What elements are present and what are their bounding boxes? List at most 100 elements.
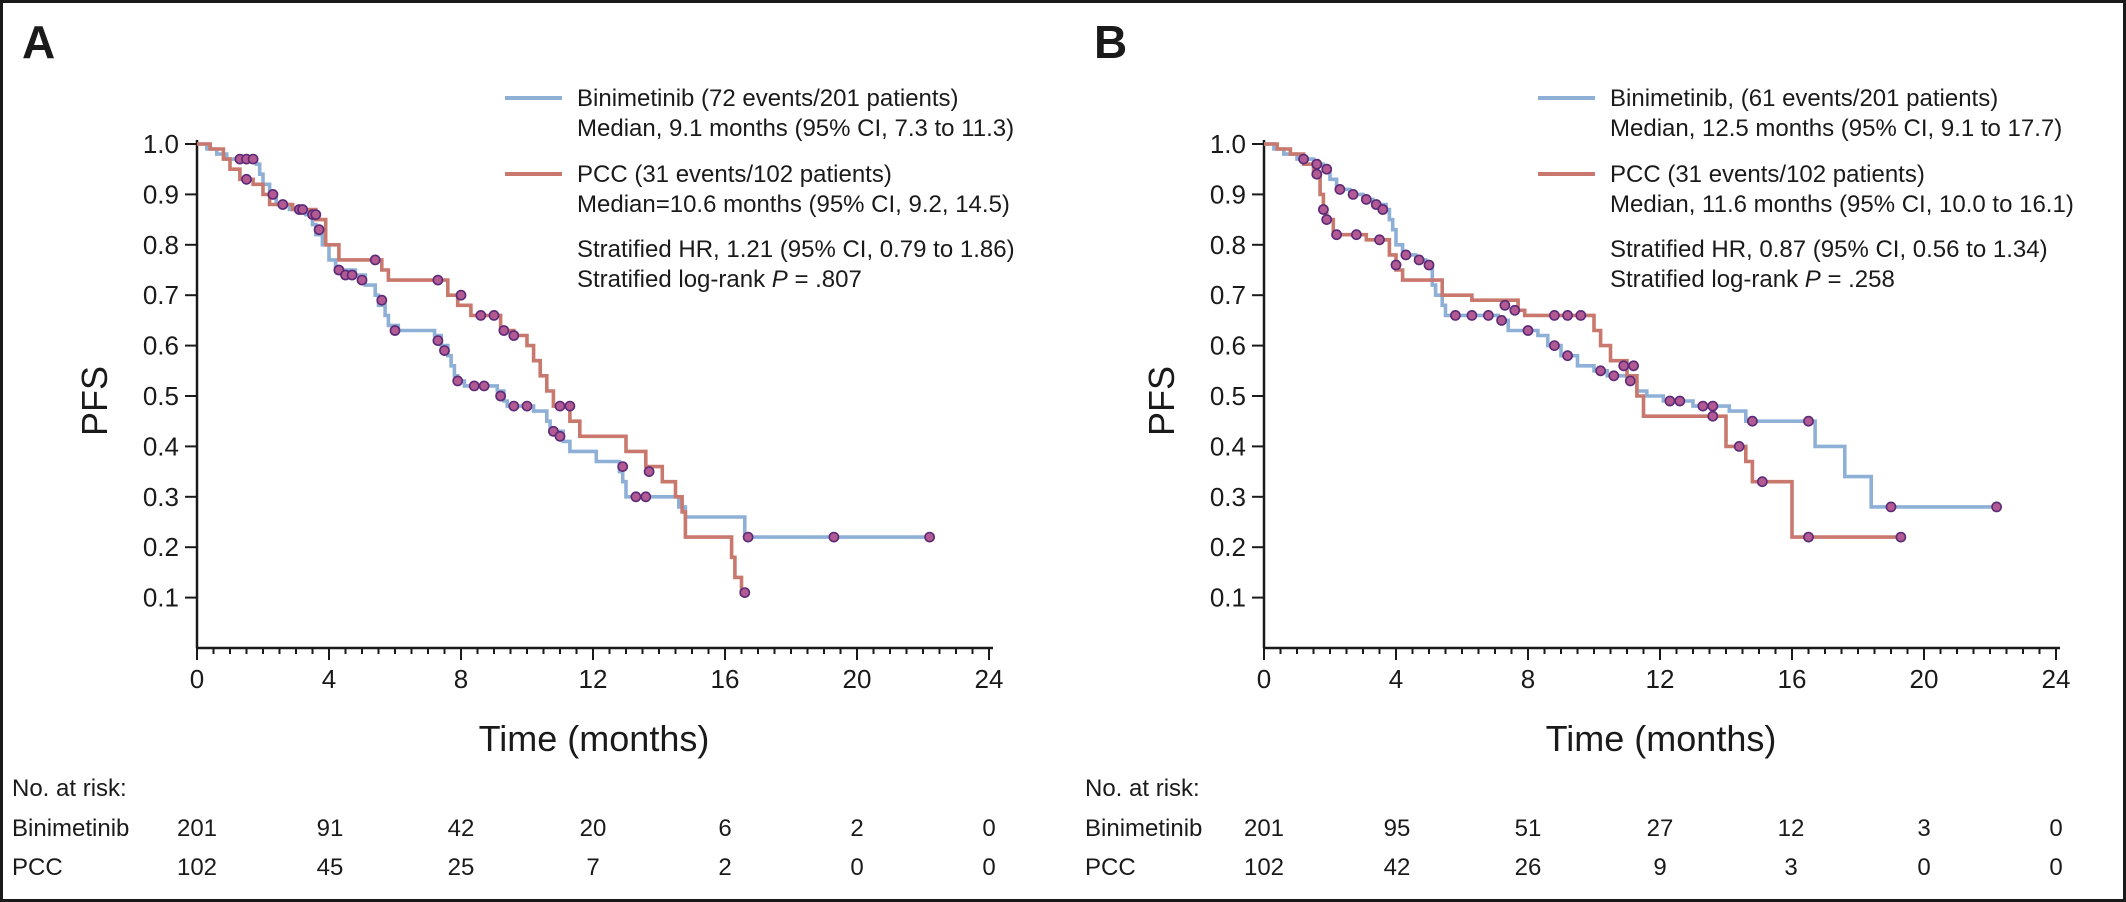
censor-mark-binimetinib bbox=[640, 491, 652, 503]
censor-mark-pcc bbox=[369, 254, 381, 266]
legend-logrank: Stratified log-rank P = .807 bbox=[577, 266, 862, 293]
risk-count: 12 bbox=[1778, 815, 1805, 842]
risk-count: 2 bbox=[718, 854, 731, 881]
risk-row-label-binimetinib: Binimetinib bbox=[1085, 815, 1202, 842]
censor-mark-binimetinib bbox=[1747, 415, 1758, 427]
censor-mark-pcc bbox=[1628, 360, 1639, 372]
y-tick-label: 0.7 bbox=[143, 280, 179, 310]
censor-mark-binimetinib bbox=[1450, 309, 1461, 321]
censor-mark-pcc bbox=[475, 309, 487, 321]
risk-count: 20 bbox=[580, 815, 607, 842]
censor-mark-binimetinib bbox=[1377, 204, 1389, 215]
risk-count: 42 bbox=[448, 815, 475, 842]
censor-mark-binimetinib bbox=[1334, 183, 1346, 195]
censor-mark-binimetinib bbox=[432, 335, 444, 346]
censor-mark-pcc bbox=[1575, 309, 1587, 321]
y-tick-label: 0.2 bbox=[1210, 532, 1246, 562]
censor-mark-binimetinib bbox=[247, 153, 259, 165]
y-tick-label: 1.0 bbox=[143, 129, 179, 159]
censor-mark-binimetinib bbox=[828, 531, 840, 543]
y-tick-label: 1.0 bbox=[1210, 129, 1246, 159]
risk-count: 0 bbox=[982, 815, 995, 842]
risk-count: 95 bbox=[1384, 815, 1411, 842]
risk-count: 51 bbox=[1515, 815, 1542, 842]
censor-mark-binimetinib bbox=[742, 531, 754, 543]
censor-mark-pcc bbox=[1390, 259, 1402, 271]
censor-mark-binimetinib bbox=[1466, 309, 1478, 321]
censor-mark-binimetinib bbox=[1483, 309, 1494, 321]
x-tick-label: 20 bbox=[1910, 664, 1939, 694]
y-tick-label: 0.1 bbox=[1210, 583, 1246, 613]
censor-mark-pcc bbox=[1618, 360, 1630, 372]
censor-mark-binimetinib bbox=[313, 224, 325, 236]
risk-count: 3 bbox=[1784, 854, 1797, 881]
censor-mark-pcc bbox=[1549, 309, 1560, 321]
censor-mark-binimetinib bbox=[439, 345, 450, 356]
censor-mark-pcc bbox=[1321, 214, 1333, 225]
censor-mark-binimetinib bbox=[1608, 370, 1620, 382]
legend-binimetinib-median: Median, 12.5 months (95% CI, 9.1 to 17.7… bbox=[1610, 115, 2062, 142]
panel-a-y-axis-title: PFS bbox=[74, 366, 115, 436]
censor-mark-pcc bbox=[1509, 304, 1521, 316]
censor-mark-binimetinib bbox=[468, 380, 480, 392]
censor-mark-pcc bbox=[432, 274, 444, 286]
risk-count: 9 bbox=[1653, 854, 1666, 881]
y-tick-label: 0.5 bbox=[1210, 381, 1246, 411]
censor-mark-binimetinib bbox=[1360, 193, 1372, 205]
logrank-value: = .807 bbox=[788, 266, 862, 293]
x-tick-label: 24 bbox=[2042, 664, 2071, 694]
panel-a-risk-table: No. at risk: Binimetinib PCC 201 91 42 20 6 2… bbox=[12, 775, 996, 881]
km-curve-binimetinib bbox=[1264, 142, 1997, 509]
panel-b-risk-table: No. at risk: Binimetinib PCC 201 95 51 27 12… bbox=[1085, 775, 2063, 881]
y-tick-label: 0.2 bbox=[143, 532, 179, 562]
risk-count: 6 bbox=[718, 815, 731, 842]
censor-mark-binimetinib bbox=[356, 274, 368, 286]
censor-mark-binimetinib bbox=[1707, 400, 1719, 412]
censor-mark-binimetinib bbox=[1674, 395, 1686, 407]
risk-count: 26 bbox=[1515, 854, 1542, 881]
logrank-prefix: Stratified log-rank bbox=[577, 266, 772, 293]
risk-count: 0 bbox=[982, 854, 995, 881]
y-tick-label: 0.9 bbox=[143, 179, 179, 209]
legend-pcc-label: PCC (31 events/102 patients) bbox=[1610, 161, 1925, 188]
censor-mark-pcc bbox=[297, 204, 308, 215]
censor-mark-pcc bbox=[1318, 204, 1329, 215]
censor-mark-binimetinib bbox=[1664, 395, 1676, 407]
y-tick-label: 0.9 bbox=[1210, 179, 1246, 209]
censor-mark-pcc bbox=[508, 330, 520, 341]
risk-count: 0 bbox=[2049, 854, 2062, 881]
censor-mark-pcc bbox=[241, 173, 252, 185]
logrank-prefix: Stratified log-rank bbox=[1610, 266, 1805, 293]
risk-count: 0 bbox=[2049, 815, 2062, 842]
censor-mark-binimetinib bbox=[1522, 325, 1534, 336]
censor-mark-pcc bbox=[1311, 168, 1323, 180]
y-tick-label: 0.3 bbox=[1210, 482, 1246, 512]
censor-mark-pcc bbox=[1756, 476, 1768, 488]
censor-mark-pcc bbox=[554, 400, 566, 412]
x-tick-label: 16 bbox=[1778, 664, 1807, 694]
censor-mark-pcc bbox=[1499, 299, 1511, 311]
censor-mark-binimetinib bbox=[1624, 375, 1636, 387]
risk-count: 25 bbox=[448, 854, 475, 881]
y-tick-label: 0.8 bbox=[143, 230, 179, 260]
risk-row-label-pcc: PCC bbox=[1085, 854, 1136, 881]
x-tick-label: 20 bbox=[843, 664, 872, 694]
y-tick-label: 0.4 bbox=[1210, 431, 1246, 461]
panel-a: A Binimetinib (72 events/201 patients) M… bbox=[12, 16, 1015, 881]
risk-count: 42 bbox=[1384, 854, 1411, 881]
risk-table-title: No. at risk: bbox=[12, 775, 127, 802]
censor-mark-binimetinib bbox=[1413, 254, 1425, 266]
censor-mark-pcc bbox=[455, 289, 467, 301]
panel-a-x-axis-title: Time (months) bbox=[479, 718, 710, 759]
censor-mark-pcc bbox=[564, 400, 576, 412]
censor-mark-binimetinib bbox=[1496, 314, 1507, 326]
panel-b-y-axis-title: PFS bbox=[1141, 366, 1182, 436]
panel-a-plot: 0 4 8 12 16 20 24 1.0 0.9 0.8 0.7 0.6 0.5 0.4 0.3 0.2 0.… bbox=[143, 129, 1004, 694]
censor-mark-binimetinib bbox=[1347, 188, 1359, 200]
censor-mark-binimetinib bbox=[1562, 350, 1573, 362]
risk-row-label-binimetinib: Binimetinib bbox=[12, 815, 129, 842]
y-tick-label: 0.6 bbox=[1210, 331, 1246, 361]
censor-mark-pcc bbox=[310, 209, 322, 220]
y-tick-label: 0.1 bbox=[143, 583, 179, 613]
